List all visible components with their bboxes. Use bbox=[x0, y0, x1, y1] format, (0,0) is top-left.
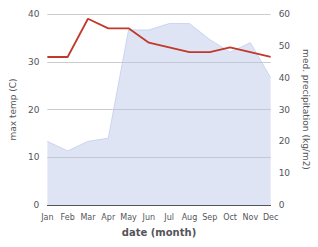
svg-text:Mar: Mar bbox=[80, 213, 96, 222]
svg-text:10: 10 bbox=[28, 152, 40, 162]
svg-text:30: 30 bbox=[28, 57, 40, 67]
svg-text:20: 20 bbox=[28, 105, 40, 115]
svg-text:Jun: Jun bbox=[142, 213, 156, 222]
svg-text:Jul: Jul bbox=[163, 213, 174, 222]
svg-text:30: 30 bbox=[279, 105, 291, 115]
svg-text:Aug: Aug bbox=[182, 213, 198, 222]
svg-text:med. precipitation (kg/m2): med. precipitation (kg/m2) bbox=[301, 49, 311, 170]
svg-text:max temp (C): max temp (C) bbox=[8, 78, 18, 140]
svg-text:Sep: Sep bbox=[202, 213, 217, 222]
svg-text:Apr: Apr bbox=[101, 213, 116, 222]
svg-text:50: 50 bbox=[279, 41, 291, 51]
svg-text:Feb: Feb bbox=[61, 213, 75, 222]
svg-text:May: May bbox=[120, 213, 137, 222]
svg-text:Dec: Dec bbox=[263, 213, 278, 222]
svg-text:60: 60 bbox=[279, 9, 291, 19]
svg-text:Nov: Nov bbox=[243, 213, 259, 222]
svg-text:40: 40 bbox=[279, 73, 291, 83]
svg-text:Jan: Jan bbox=[40, 213, 53, 222]
svg-text:0: 0 bbox=[279, 200, 285, 210]
svg-text:40: 40 bbox=[28, 9, 40, 19]
svg-text:Oct: Oct bbox=[223, 213, 237, 222]
svg-text:20: 20 bbox=[279, 136, 291, 146]
svg-text:date (month): date (month) bbox=[122, 227, 196, 238]
svg-text:10: 10 bbox=[279, 168, 291, 178]
svg-text:0: 0 bbox=[34, 200, 40, 210]
